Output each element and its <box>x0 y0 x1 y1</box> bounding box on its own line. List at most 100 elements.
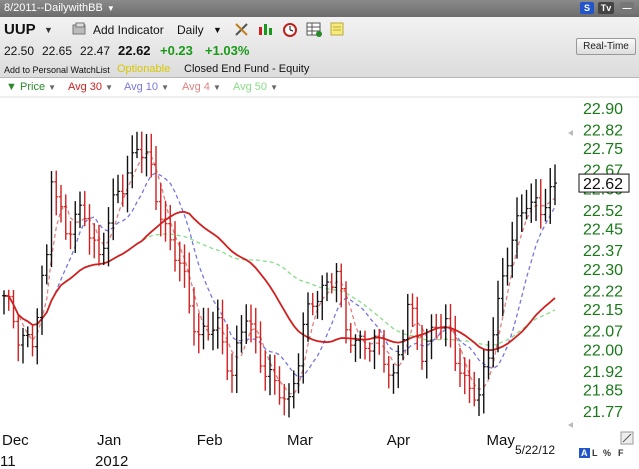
x-tick-label: Jan <box>97 432 121 449</box>
table-icon[interactable] <box>305 21 323 37</box>
price-bar <box>44 244 49 285</box>
scale-fixed-button[interactable]: F <box>618 448 624 458</box>
legend-dropdown-icon[interactable]: ▼ <box>105 83 113 92</box>
price-bar <box>277 366 282 405</box>
price-chart[interactable]: 22.9022.8222.7522.6722.6022.5222.4522.37… <box>0 78 639 469</box>
price-bar <box>291 370 296 409</box>
minimize-icon[interactable]: — <box>620 2 634 14</box>
price-bar <box>534 179 538 221</box>
y-tick-label: 21.85 <box>583 383 623 400</box>
price-bar <box>182 244 187 288</box>
price-bar <box>6 289 11 311</box>
legend-item[interactable]: Price ▼ <box>20 81 56 93</box>
price-bar <box>272 354 277 395</box>
add-watchlist-link[interactable]: Add to Personal WatchList <box>4 65 110 75</box>
legend-item[interactable]: Avg 50 ▼ <box>233 81 278 93</box>
avg30-line <box>3 210 556 352</box>
price-bar <box>40 265 44 335</box>
price-bar <box>54 170 59 216</box>
price-bar <box>230 353 234 393</box>
price-bar <box>25 326 30 348</box>
avg10-line <box>3 172 556 378</box>
price-bar <box>382 329 386 373</box>
price-bar <box>116 174 120 204</box>
price-bar <box>187 252 192 314</box>
period-dropdown-icon[interactable]: ▼ <box>213 25 222 35</box>
window-title[interactable]: 8/2011--DailywithBB ▼ <box>4 2 115 14</box>
price-bar <box>386 355 391 389</box>
bar-style-icon[interactable] <box>257 21 275 37</box>
avg4-line <box>3 152 556 395</box>
price-bar <box>144 133 149 177</box>
price-bar <box>97 224 101 266</box>
legend-dropdown-icon[interactable]: ▼ <box>212 83 221 92</box>
quote-last: 22.62 <box>118 43 151 58</box>
legend-label: Avg 30 <box>68 81 103 93</box>
period-select[interactable]: Daily <box>177 23 204 37</box>
price-bar <box>448 303 453 348</box>
y-tick-label: 22.15 <box>583 302 623 319</box>
title-caret-icon[interactable]: ▼ <box>106 4 115 13</box>
s-badge-icon[interactable]: S <box>580 2 594 14</box>
price-bar <box>543 188 548 222</box>
price-bar <box>68 221 73 250</box>
y-tick-label: 21.77 <box>583 404 623 421</box>
price-bar <box>301 312 306 384</box>
price-bar <box>192 287 196 346</box>
price-bar <box>334 263 339 303</box>
price-bar <box>239 315 244 353</box>
legend-label: Avg 4 <box>182 81 210 93</box>
scale-log-button[interactable]: L <box>592 448 598 458</box>
indicator-icon[interactable] <box>70 21 88 37</box>
title-bar: 8/2011--DailywithBB ▼ S Tv — <box>0 0 639 17</box>
price-bar <box>106 207 111 267</box>
legend-dropdown-icon[interactable]: ▼ <box>270 83 278 92</box>
add-indicator-button[interactable]: Add Indicator <box>93 23 164 37</box>
price-bar <box>538 179 543 229</box>
price-bar <box>63 194 68 240</box>
price-bar <box>372 329 377 370</box>
resize-handle-icon[interactable] <box>620 431 634 445</box>
price-bar <box>363 330 367 360</box>
avg50-line <box>3 233 556 346</box>
price-bar <box>367 342 372 362</box>
price-bar <box>467 359 472 404</box>
legend-item[interactable]: Avg 30 ▼ <box>68 81 113 93</box>
scale-percent-button[interactable]: % <box>603 448 612 458</box>
y-tick-label: 22.22 <box>583 283 623 300</box>
legend-dropdown-icon[interactable]: ▼ <box>161 83 169 92</box>
last-value-label: 22.62 <box>583 176 623 193</box>
realtime-button[interactable]: Real-Time <box>576 38 636 55</box>
price-bar <box>135 131 139 159</box>
legend-item[interactable]: Avg 4 ▼ <box>182 81 221 93</box>
legend-item[interactable]: Avg 10 ▼ <box>124 81 169 93</box>
price-bar <box>130 135 135 189</box>
settings-tools-icon[interactable] <box>233 21 251 37</box>
quote-pct: +1.03% <box>205 43 250 58</box>
price-bar <box>49 171 54 268</box>
y-tick-label: 22.52 <box>583 203 623 220</box>
price-bar <box>529 183 534 223</box>
price-bar <box>154 145 158 211</box>
price-bar <box>519 194 524 232</box>
alarm-clock-icon[interactable] <box>281 21 299 37</box>
price-bar <box>396 345 401 389</box>
tv-badge-icon[interactable]: Tv <box>598 2 614 14</box>
price-bar <box>439 313 443 340</box>
price-bar <box>310 292 315 316</box>
price-bar <box>35 308 40 365</box>
x-tick-label: Dec <box>2 432 29 449</box>
price-bar <box>263 350 268 391</box>
price-bar <box>434 313 439 339</box>
legend-dropdown-icon[interactable]: ▼ <box>48 83 56 92</box>
price-bar <box>505 247 510 286</box>
price-bar <box>553 164 557 206</box>
x-tick-label: Mar <box>287 432 313 449</box>
scale-auto-button[interactable]: A <box>579 448 590 458</box>
symbol-dropdown-icon[interactable]: ▼ <box>44 25 53 35</box>
price-bar <box>415 296 420 350</box>
notes-icon[interactable] <box>328 21 346 37</box>
price-bar <box>149 133 154 178</box>
legend-menu-icon[interactable]: ▼ <box>6 81 17 93</box>
symbol-label[interactable]: UUP <box>4 21 36 38</box>
